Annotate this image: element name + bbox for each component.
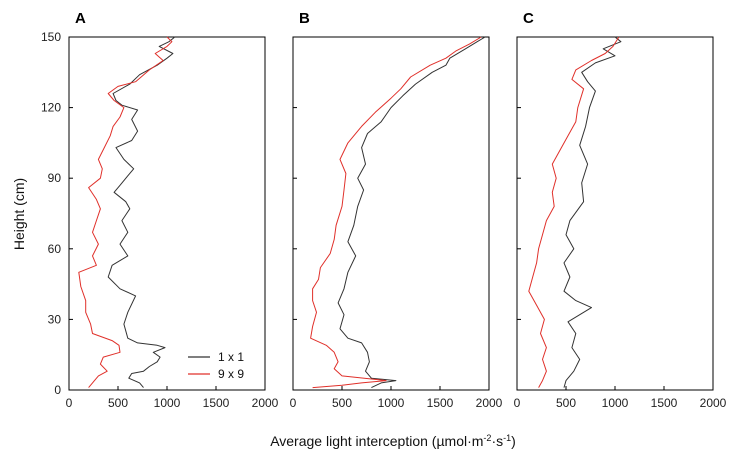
y-tick-label: 0: [54, 383, 61, 397]
x-axis-title-end: ): [511, 433, 516, 449]
y-tick-label: 150: [41, 30, 61, 44]
panel-b: B 0 500 1000 1500 2000: [290, 10, 503, 410]
x-tick-label: 500: [108, 396, 128, 410]
x-tick-label: 1000: [154, 396, 181, 410]
x-tick-label: 1000: [378, 396, 405, 410]
series-line-1x1: [337, 36, 486, 389]
x-tick-label: 1500: [203, 396, 230, 410]
x-tick-label: 0: [514, 396, 521, 410]
legend-entry: 9 x 9: [218, 367, 244, 381]
x-tick-label: 0: [290, 396, 297, 410]
x-axis-title-mid: ·s: [491, 433, 503, 449]
panel-label: A: [75, 10, 86, 27]
panel-label: B: [299, 10, 310, 27]
x-tick-label: 2000: [700, 396, 727, 410]
plot-frame: [516, 36, 714, 391]
x-axis-title-main: Average light interception (µmol·m: [270, 433, 483, 449]
panel-label: C: [523, 10, 534, 27]
x-tick-label: 500: [556, 396, 576, 410]
panels: A 0 500 1000 1500 2000 0 30 60 90 120 150 1 x 1 9 x 9…: [41, 10, 727, 410]
y-tick-label: 120: [41, 101, 61, 115]
series-line-9x9: [528, 36, 620, 388]
legend-entry: 1 x 1: [218, 350, 244, 364]
series-line-1x1: [107, 36, 176, 388]
series-line-9x9: [78, 36, 173, 388]
series-line-9x9: [310, 36, 482, 389]
legend: 1 x 1 9 x 9: [188, 350, 244, 381]
x-tick-label: 2000: [252, 396, 279, 410]
x-axis-title: Average light interception (µmol·m-2·s-1…: [270, 433, 516, 449]
y-tick-label: 30: [48, 312, 62, 326]
x-tick-label: 1500: [651, 396, 678, 410]
panel-c: C 0 500 1000 1500 2000: [514, 10, 727, 410]
x-axis-title-sup1: -2: [483, 433, 491, 443]
x-tick-label: 2000: [476, 396, 503, 410]
panel-a: A 0 500 1000 1500 2000 0 30 60 90 120 150 1 x 1 9 x 9: [41, 10, 279, 410]
x-tick-label: 1500: [427, 396, 454, 410]
y-axis-title: Height (cm): [11, 178, 27, 250]
x-axis-title-sup2: -1: [503, 433, 511, 443]
x-tick-label: 0: [66, 396, 73, 410]
x-tick-label: 1000: [602, 396, 629, 410]
y-tick-label: 60: [48, 242, 62, 256]
series-line-1x1: [563, 36, 622, 388]
plot-frame: [292, 36, 490, 391]
y-tick-label: 90: [48, 171, 62, 185]
x-tick-label: 500: [332, 396, 352, 410]
